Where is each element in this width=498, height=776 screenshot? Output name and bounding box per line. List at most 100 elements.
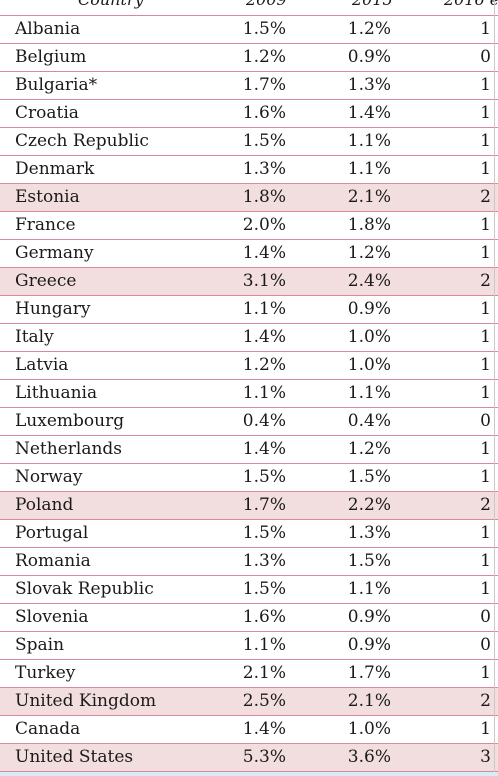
table-row: Germany 1.4% 1.2% 1 [0, 239, 498, 267]
header-2016: 2016 e [444, 0, 498, 9]
cell-2015: 1.2% [347, 439, 391, 459]
cell-2015: 1.5% [347, 551, 391, 571]
table-row: Netherlands 1.4% 1.2% 1 [0, 435, 498, 463]
table-header: Country 2009 2015 2016 e [0, 0, 498, 9]
cell-2016: 1 [480, 383, 491, 403]
cell-2015: 0.9% [347, 635, 391, 655]
cell-2009: 1.2% [242, 47, 286, 67]
cell-country: Croatia [15, 103, 79, 123]
cell-country: Spain [15, 635, 65, 655]
cell-country: Greece [15, 271, 77, 291]
cell-country: Italy [15, 327, 54, 347]
cell-country: Turkey [15, 663, 76, 683]
cell-2009: 1.2% [242, 355, 286, 375]
cell-country: Luxembourg [15, 411, 125, 431]
cell-2015: 2.4% [347, 271, 391, 291]
cell-country: Latvia [15, 355, 69, 375]
cell-2015: 0.9% [347, 299, 391, 319]
cell-2016: 2 [480, 187, 491, 207]
cell-2016: 1 [480, 579, 491, 599]
cell-2009: 1.5% [242, 579, 286, 599]
cell-2016: 1 [480, 103, 491, 123]
cell-2015: 1.1% [347, 131, 391, 151]
table-row: Denmark 1.3% 1.1% 1 [0, 155, 498, 183]
cell-2009: 1.4% [242, 327, 286, 347]
cell-2015: 0.9% [347, 607, 391, 627]
table-row: Latvia 1.2% 1.0% 1 [0, 351, 498, 379]
cell-2015: 0.9% [347, 47, 391, 67]
cell-2016: 0 [480, 411, 491, 431]
cell-2016: 1 [480, 75, 491, 95]
cell-2009: 0.4% [242, 411, 286, 431]
cell-2009: 3.1% [242, 271, 286, 291]
table-row: Spain 1.1% 0.9% 0 [0, 631, 498, 659]
cell-2016: 1 [480, 355, 491, 375]
cell-2009: 1.4% [242, 243, 286, 263]
cell-2015: 1.0% [347, 719, 391, 739]
right-edge-rule [494, 0, 495, 772]
cell-2009: 2.1% [242, 663, 286, 683]
cell-2009: 1.4% [242, 439, 286, 459]
cell-country: Czech Republic [15, 131, 149, 151]
cell-2015: 3.6% [347, 747, 391, 767]
table-row: Croatia 1.6% 1.4% 1 [0, 99, 498, 127]
header-country: Country [78, 0, 144, 9]
cell-country: Albania [15, 19, 81, 39]
table-row: Turkey 2.1% 1.7% 1 [0, 659, 498, 687]
cell-country: United States [15, 747, 134, 767]
cell-2016: 1 [480, 327, 491, 347]
cell-2009: 1.1% [242, 299, 286, 319]
cell-2015: 1.2% [347, 19, 391, 39]
cell-country: Hungary [15, 299, 91, 319]
cell-country: Lithuania [15, 383, 98, 403]
cell-2015: 2.1% [347, 187, 391, 207]
cell-2009: 1.7% [242, 495, 286, 515]
cell-2015: 1.5% [347, 467, 391, 487]
cell-2016: 2 [480, 691, 491, 711]
cell-2016: 0 [480, 607, 491, 627]
table-row: United States 5.3% 3.6% 3 [0, 743, 498, 771]
cell-country: Netherlands [15, 439, 123, 459]
cell-2016: 1 [480, 663, 491, 683]
cell-2009: 1.1% [242, 383, 286, 403]
cell-2015: 2.2% [347, 495, 391, 515]
cell-2016: 1 [480, 467, 491, 487]
table-bottom-rule [0, 771, 498, 772]
cell-2009: 1.1% [242, 635, 286, 655]
cell-2009: 1.6% [242, 607, 286, 627]
cell-2009: 1.6% [242, 103, 286, 123]
cell-2016: 1 [480, 551, 491, 571]
cell-country: Slovak Republic [15, 579, 154, 599]
cell-2009: 1.5% [242, 467, 286, 487]
table-row: Estonia 1.8% 2.1% 2 [0, 183, 498, 211]
table-row: Belgium 1.2% 0.9% 0 [0, 43, 498, 71]
table-row: Italy 1.4% 1.0% 1 [0, 323, 498, 351]
cell-2016: 1 [480, 215, 491, 235]
table-row: Slovenia 1.6% 0.9% 0 [0, 603, 498, 631]
cell-country: Estonia [15, 187, 80, 207]
table-row: Czech Republic 1.5% 1.1% 1 [0, 127, 498, 155]
table-row: Canada 1.4% 1.0% 1 [0, 715, 498, 743]
cell-country: Romania [15, 551, 91, 571]
cell-2015: 1.3% [347, 523, 391, 543]
cell-country: Slovenia [15, 607, 89, 627]
cell-2009: 1.7% [242, 75, 286, 95]
cell-2009: 1.4% [242, 719, 286, 739]
cell-2016: 0 [480, 47, 491, 67]
cell-2015: 1.0% [347, 327, 391, 347]
cell-2009: 2.5% [242, 691, 286, 711]
cell-2015: 0.4% [347, 411, 391, 431]
bottom-band [0, 772, 498, 776]
cell-2016: 1 [480, 159, 491, 179]
cell-country: Denmark [15, 159, 95, 179]
cell-2015: 1.7% [347, 663, 391, 683]
cell-2009: 1.5% [242, 131, 286, 151]
table-body: Albania 1.5% 1.2% 1 Belgium 1.2% 0.9% 0 Bulgaria… [0, 15, 498, 771]
table-row: Albania 1.5% 1.2% 1 [0, 15, 498, 43]
cell-country: France [15, 215, 76, 235]
table-row: Luxembourg 0.4% 0.4% 0 [0, 407, 498, 435]
cell-2015: 1.8% [347, 215, 391, 235]
cell-country: Poland [15, 495, 74, 515]
cell-2015: 1.1% [347, 159, 391, 179]
cell-2009: 5.3% [242, 747, 286, 767]
